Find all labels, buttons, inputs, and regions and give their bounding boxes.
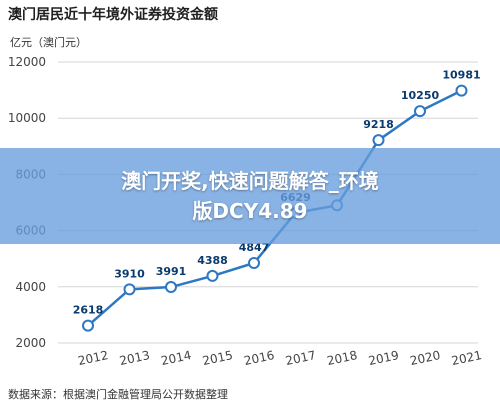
data-point — [206, 269, 219, 282]
data-label: 10981 — [442, 69, 480, 82]
x-tick-label: 2021 — [450, 348, 483, 368]
y-tick-label: 10000 — [8, 111, 46, 125]
y-tick-label: 12000 — [8, 55, 46, 69]
x-tick-label: 2019 — [367, 348, 400, 368]
x-tick-label: 2017 — [284, 348, 317, 368]
source-note: 数据来源：根据澳门金融管理局公开数据整理 — [8, 388, 228, 401]
x-tick-labels: 2012 2013 2014 2015 2016 2017 2018 2019 2020 2021 — [77, 348, 483, 368]
x-tick-label: 2015 — [201, 348, 234, 368]
data-point — [165, 281, 177, 294]
data-label: 10250 — [401, 89, 440, 102]
data-label: 9218 — [363, 118, 394, 131]
overlay-text-line-2: 版DCY4.89 — [192, 199, 308, 223]
data-point — [372, 134, 385, 147]
data-label: 2618 — [73, 304, 104, 317]
data-point — [123, 283, 136, 296]
y-tick-label: 4000 — [15, 280, 46, 294]
overlay-text-line-1: 澳门开奖,快速问题解答_环境 — [121, 169, 379, 193]
data-point — [82, 319, 94, 332]
data-label: 4847 — [239, 241, 270, 254]
x-tick-label: 2013 — [118, 348, 151, 368]
data-label: 3910 — [114, 267, 145, 280]
data-point — [414, 105, 426, 118]
data-point — [455, 84, 468, 97]
x-tick-label: 2020 — [409, 348, 442, 368]
overlay-banner: 澳门开奖,快速问题解答_环境 版DCY4.89 — [0, 148, 500, 244]
data-label: 4388 — [197, 254, 228, 267]
x-tick-label: 2012 — [77, 348, 110, 368]
x-tick-label: 2018 — [326, 348, 359, 368]
y-tick-label: 2000 — [15, 336, 46, 350]
x-tick-label: 2014 — [160, 348, 193, 368]
data-point — [248, 256, 260, 269]
data-label: 3991 — [156, 265, 187, 278]
chart-title: 澳门居民近十年境外证券投资金额 — [8, 7, 218, 23]
x-tick-label: 2016 — [243, 348, 276, 368]
y-axis-unit-label: 亿元（澳门元） — [10, 36, 87, 49]
